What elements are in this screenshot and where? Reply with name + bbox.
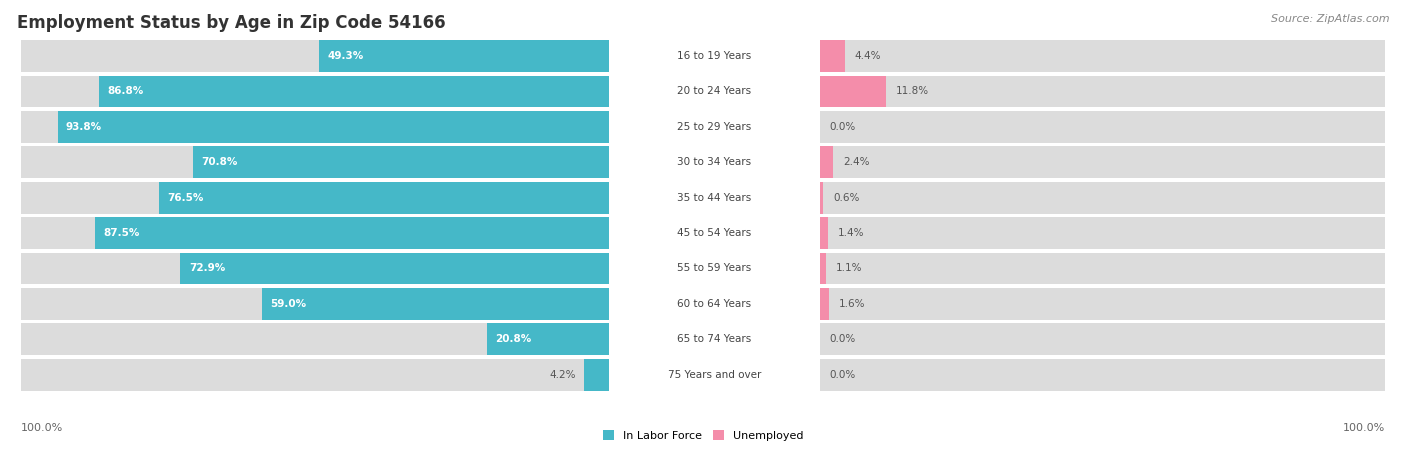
- Text: 75 Years and over: 75 Years and over: [668, 370, 761, 380]
- Text: 100.0%: 100.0%: [21, 423, 63, 433]
- Text: 55 to 59 Years: 55 to 59 Years: [678, 263, 751, 273]
- Legend: In Labor Force, Unemployed: In Labor Force, Unemployed: [603, 431, 803, 441]
- Text: 35 to 44 Years: 35 to 44 Years: [678, 193, 751, 202]
- Text: 1.6%: 1.6%: [838, 299, 865, 309]
- Text: 20.8%: 20.8%: [495, 334, 531, 344]
- Text: 2.4%: 2.4%: [844, 157, 869, 167]
- Text: 30 to 34 Years: 30 to 34 Years: [678, 157, 751, 167]
- Text: Employment Status by Age in Zip Code 54166: Employment Status by Age in Zip Code 541…: [17, 14, 446, 32]
- Text: 4.2%: 4.2%: [550, 370, 575, 380]
- Text: 65 to 74 Years: 65 to 74 Years: [678, 334, 751, 344]
- Text: 1.1%: 1.1%: [835, 263, 862, 273]
- Text: 72.9%: 72.9%: [188, 263, 225, 273]
- Text: 76.5%: 76.5%: [167, 193, 204, 202]
- Text: 0.0%: 0.0%: [830, 334, 856, 344]
- Text: 11.8%: 11.8%: [896, 87, 929, 97]
- Text: 1.4%: 1.4%: [838, 228, 863, 238]
- Text: 70.8%: 70.8%: [201, 157, 238, 167]
- Text: 25 to 29 Years: 25 to 29 Years: [678, 122, 751, 132]
- Text: 100.0%: 100.0%: [1343, 423, 1385, 433]
- Text: 16 to 19 Years: 16 to 19 Years: [678, 51, 751, 61]
- Text: 20 to 24 Years: 20 to 24 Years: [678, 87, 751, 97]
- Text: 0.0%: 0.0%: [830, 370, 856, 380]
- Text: 0.0%: 0.0%: [830, 122, 856, 132]
- Text: 0.6%: 0.6%: [832, 193, 859, 202]
- Text: 59.0%: 59.0%: [270, 299, 307, 309]
- Text: Source: ZipAtlas.com: Source: ZipAtlas.com: [1271, 14, 1389, 23]
- Text: 45 to 54 Years: 45 to 54 Years: [678, 228, 751, 238]
- Text: 60 to 64 Years: 60 to 64 Years: [678, 299, 751, 309]
- Text: 86.8%: 86.8%: [107, 87, 143, 97]
- Text: 4.4%: 4.4%: [855, 51, 882, 61]
- Text: 93.8%: 93.8%: [66, 122, 103, 132]
- Text: 87.5%: 87.5%: [103, 228, 139, 238]
- Text: 49.3%: 49.3%: [328, 51, 364, 61]
